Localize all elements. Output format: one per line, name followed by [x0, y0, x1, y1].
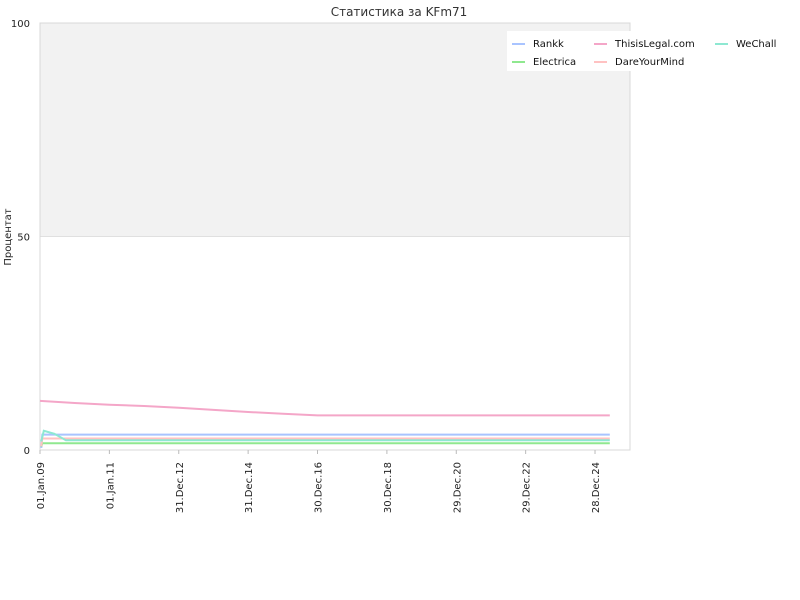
- x-axis-ticks: 01.Jan.09 01.Jan.11 31.Dec.12 31.Dec.14 30.D…: [36, 450, 602, 513]
- x-tick-label: 01.Jan.09: [36, 462, 47, 509]
- legend-label: Rankk: [533, 39, 564, 50]
- series-line: [39, 399, 610, 417]
- series-lines: [39, 399, 610, 448]
- x-tick-label: 28.Dec.24: [591, 462, 602, 513]
- series-line: [40, 429, 610, 442]
- y-tick-label: 100: [11, 19, 30, 30]
- x-tick-label: 29.Dec.22: [522, 462, 533, 513]
- legend-label: DareYourMind: [615, 57, 684, 68]
- legend-label: ThisisLegal.com: [614, 39, 695, 50]
- legend-label: Electrica: [533, 57, 576, 68]
- legend-label: WeChall: [736, 39, 776, 50]
- legend: Rankk Electrica ThisisLegal.com DareYourMin…: [507, 31, 776, 71]
- x-tick-label: 29.Dec.20: [452, 462, 463, 513]
- y-axis-label: Процентат: [3, 208, 14, 265]
- x-tick-label: 30.Dec.16: [314, 462, 325, 513]
- x-tick-label: 31.Dec.14: [244, 462, 255, 513]
- y-tick-label: 50: [17, 233, 30, 244]
- x-tick-label: 01.Jan.11: [105, 462, 116, 509]
- chart-title: Статистика за KFm71: [331, 5, 468, 19]
- y-tick-label: 0: [24, 446, 30, 457]
- x-tick-label: 30.Dec.18: [383, 462, 394, 513]
- plot-frame: [39, 22, 631, 451]
- y-axis-ticks: 0 50 100: [11, 19, 30, 457]
- x-tick-label: 31.Dec.12: [175, 462, 186, 513]
- legend-box: [507, 31, 637, 71]
